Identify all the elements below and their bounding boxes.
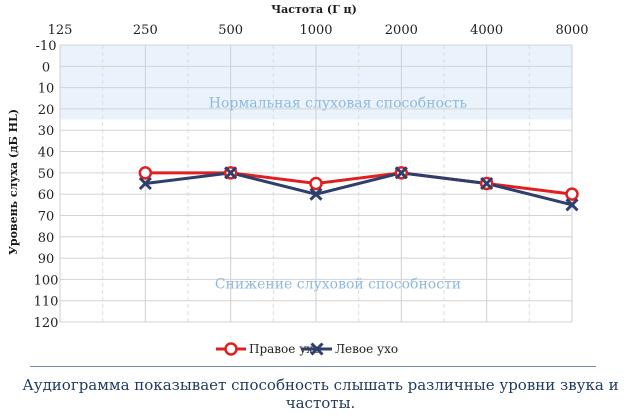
x-tick-4000: 4000 xyxy=(470,23,503,38)
y-tick-40: 40 xyxy=(38,146,55,161)
series-line-0 xyxy=(145,171,573,196)
series-1-point-500 xyxy=(224,166,238,180)
y-tick-70: 70 xyxy=(38,209,55,224)
zone-label-1: Снижение слуховой способности xyxy=(215,277,461,293)
y-tick-110: 110 xyxy=(34,295,59,310)
series-1-point-2000 xyxy=(394,166,408,180)
series-1-point-1000 xyxy=(309,187,323,201)
y-tick-labels: -10 0 10 20 30 40 50 60 70 80 90 100 110 120 xyxy=(34,39,59,331)
series-line-1 xyxy=(145,171,573,207)
x-tick-500: 500 xyxy=(218,23,243,38)
grid-layer xyxy=(59,44,573,323)
y-tick-30: 30 xyxy=(38,124,55,139)
y-tick-50: 50 xyxy=(38,167,55,182)
y-tick-0: 0 xyxy=(42,60,50,75)
zone-labels-layer: Нормальная слуховая способность Снижение … xyxy=(209,96,468,293)
x-tick-8000: 8000 xyxy=(555,23,588,38)
chart-title: Частота (Г ц) xyxy=(271,3,357,16)
x-tick-2000: 2000 xyxy=(385,23,418,38)
caption-divider xyxy=(30,366,596,367)
x-tick-1000: 1000 xyxy=(299,23,332,38)
legend-swatch-marker-0 xyxy=(224,342,238,356)
audiogram-chart: Нормальная слуховая способность Снижение … xyxy=(7,3,589,356)
y-tick-10: 10 xyxy=(38,82,55,97)
legend-swatch-marker-1 xyxy=(310,342,324,356)
zone-label-0: Нормальная слуховая способность xyxy=(209,96,468,112)
legend-label-1: Левое ухо xyxy=(335,342,398,356)
y-tick-20: 20 xyxy=(38,103,55,118)
x-tick-125: 125 xyxy=(48,23,73,38)
x-tick-250: 250 xyxy=(133,23,158,38)
y-tick-80: 80 xyxy=(38,231,55,246)
series-1-point-8000 xyxy=(565,198,579,212)
x-tick-labels: 125 250 500 1000 2000 4000 8000 xyxy=(48,23,589,38)
series-0-point-250 xyxy=(138,166,153,180)
y-tick--10: -10 xyxy=(36,39,57,54)
legend: Правое ухо Левое ухо xyxy=(216,342,398,356)
chart-caption: Аудиограмма показывает способность слыша… xyxy=(22,376,619,412)
y-axis-label: Уровень слуха (дБ HL) xyxy=(7,109,20,255)
legend-label-0: Правое ухо xyxy=(249,342,320,356)
series-1-point-250 xyxy=(138,176,152,191)
y-tick-90: 90 xyxy=(38,252,55,267)
y-tick-100: 100 xyxy=(34,273,59,288)
y-tick-120: 120 xyxy=(34,316,59,331)
series-0-point-1000 xyxy=(309,176,323,191)
series-layer xyxy=(138,166,579,212)
series-0-point-8000 xyxy=(565,187,579,201)
series-1-point-4000 xyxy=(480,176,494,191)
y-tick-60: 60 xyxy=(38,188,55,203)
